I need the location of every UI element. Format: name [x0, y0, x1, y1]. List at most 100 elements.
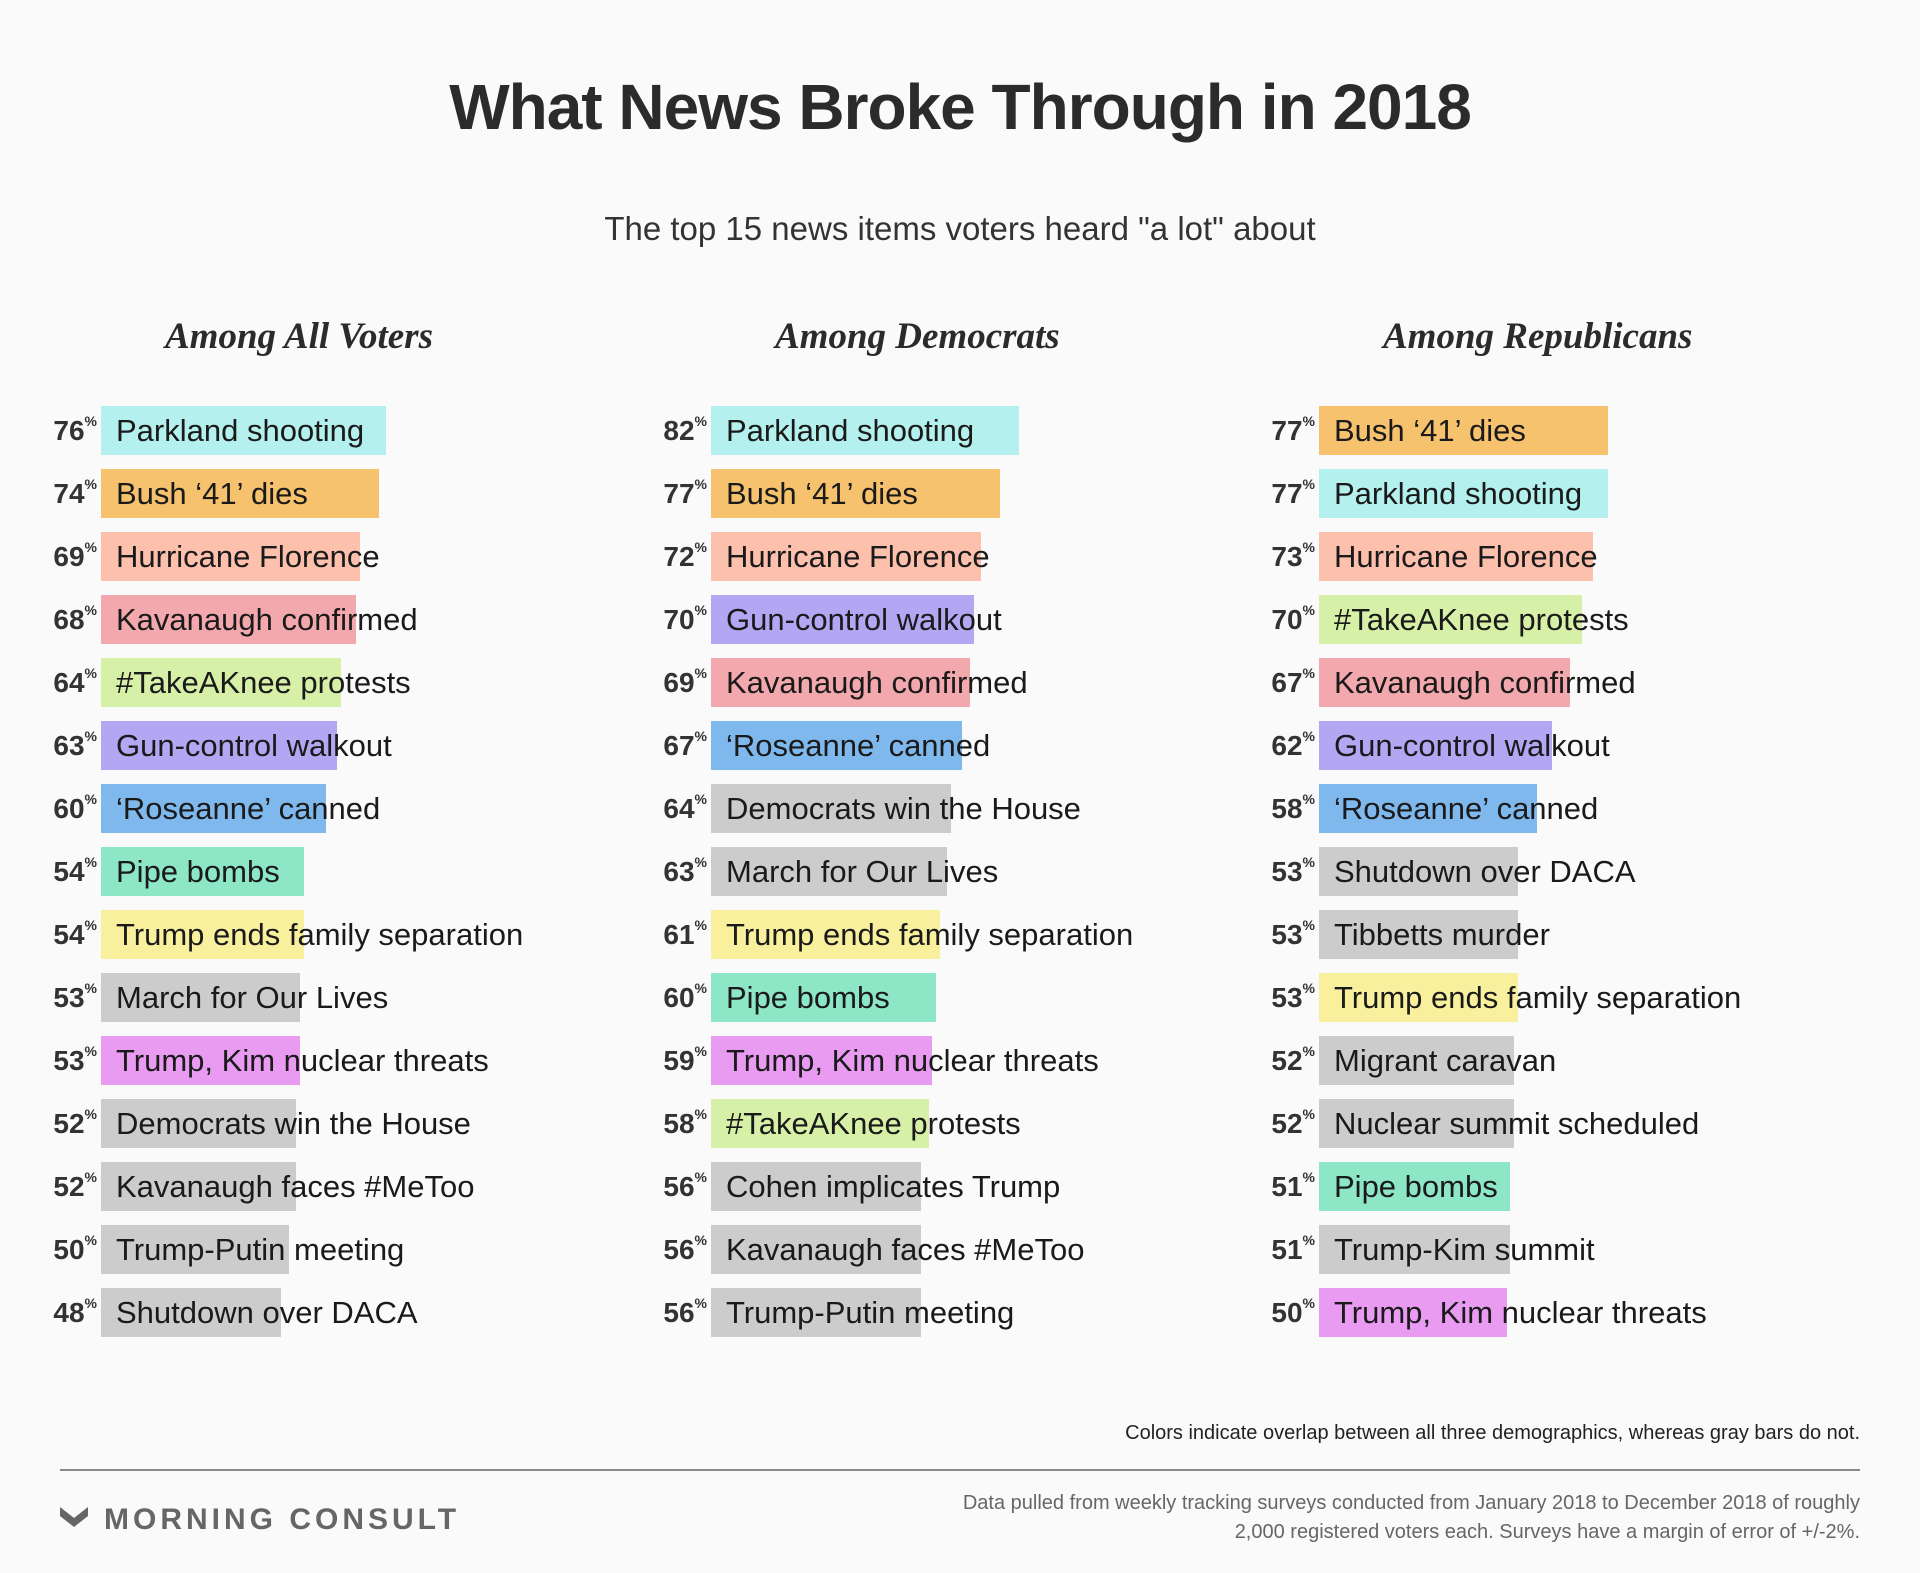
bar — [101, 721, 337, 770]
value-label: 54% — [53, 854, 97, 887]
category-label: Parkland shooting — [726, 413, 975, 448]
category-label: Parkland shooting — [116, 413, 365, 448]
bar-row: 52% Nuclear summit scheduled — [1218, 1099, 1818, 1151]
value-label: 58% — [663, 1106, 707, 1139]
bar-row: 63% Gun-control walkout — [0, 721, 600, 773]
bar — [101, 532, 360, 581]
category-label: Trump-Putin meeting — [116, 1232, 405, 1267]
value-label: 53% — [53, 1043, 97, 1076]
bar — [101, 847, 304, 896]
value-label: 72% — [663, 539, 707, 572]
bar-row: 50% Trump, Kim nuclear threats — [1218, 1288, 1818, 1340]
panel-all-voters: Among All Voters 76% Parkland shooting 74%… — [0, 300, 600, 1360]
bar — [711, 406, 1019, 455]
bar — [101, 1036, 300, 1085]
bar — [1319, 910, 1518, 959]
bar-row: 72% Hurricane Florence — [610, 532, 1210, 584]
category-label: Kavanaugh confirmed — [726, 665, 1028, 700]
category-label: Pipe bombs — [1334, 1169, 1498, 1204]
bar — [101, 406, 386, 455]
value-label: 56% — [663, 1232, 707, 1265]
bar — [101, 595, 356, 644]
bar-row: 56% Cohen implicates Trump — [610, 1162, 1210, 1214]
category-label: Bush ‘41’ dies — [116, 476, 308, 511]
value-label: 59% — [663, 1043, 707, 1076]
category-label: Gun-control walkout — [1334, 728, 1610, 763]
bar — [711, 1288, 921, 1337]
bar — [711, 721, 962, 770]
value-label: 51% — [1271, 1169, 1315, 1202]
category-label: Kavanaugh confirmed — [1334, 665, 1636, 700]
bar — [1319, 784, 1537, 833]
category-label: Pipe bombs — [726, 980, 890, 1015]
value-label: 52% — [53, 1169, 97, 1202]
bar-row: 56% Trump-Putin meeting — [610, 1288, 1210, 1340]
morning-consult-logo-icon — [60, 1507, 88, 1527]
bar — [711, 784, 951, 833]
value-label: 58% — [1271, 791, 1315, 824]
brand-name: MORNING CONSULT — [104, 1503, 461, 1536]
category-label: Kavanaugh confirmed — [116, 602, 418, 637]
bar — [1319, 406, 1608, 455]
category-label: Democrats win the House — [726, 791, 1081, 826]
category-label: Hurricane Florence — [726, 539, 990, 574]
bar-row: 52% Democrats win the House — [0, 1099, 600, 1151]
value-label: 74% — [53, 476, 97, 509]
value-label: 77% — [1271, 413, 1315, 446]
category-label: Parkland shooting — [1334, 476, 1583, 511]
category-label: Gun-control walkout — [116, 728, 392, 763]
value-label: 62% — [1271, 728, 1315, 761]
value-label: 53% — [1271, 917, 1315, 950]
value-label: 60% — [663, 980, 707, 1013]
value-label: 70% — [1271, 602, 1315, 635]
bar — [711, 847, 947, 896]
category-label: Tibbetts murder — [1334, 917, 1550, 952]
category-label: Democrats win the House — [116, 1106, 471, 1141]
bar-row: 52% Kavanaugh faces #MeToo — [0, 1162, 600, 1214]
value-label: 69% — [663, 665, 707, 698]
bar — [101, 973, 300, 1022]
bar — [1319, 1162, 1510, 1211]
bar-row: 60% Pipe bombs — [610, 973, 1210, 1025]
value-label: 82% — [663, 413, 707, 446]
bar-row: 69% Hurricane Florence — [0, 532, 600, 584]
value-label: 53% — [1271, 980, 1315, 1013]
category-label: Trump ends family separation — [116, 917, 524, 952]
bar-row: 62% Gun-control walkout — [1218, 721, 1818, 773]
panel-title: Among All Voters — [165, 316, 433, 357]
bar — [101, 469, 379, 518]
category-label: Pipe bombs — [116, 854, 280, 889]
bar — [711, 595, 974, 644]
value-label: 61% — [663, 917, 707, 950]
value-label: 67% — [663, 728, 707, 761]
value-label: 60% — [53, 791, 97, 824]
value-label: 63% — [53, 728, 97, 761]
bar-row: 73% Hurricane Florence — [1218, 532, 1818, 584]
bar — [711, 973, 936, 1022]
bar-row: 56% Kavanaugh faces #MeToo — [610, 1225, 1210, 1277]
value-label: 52% — [1271, 1106, 1315, 1139]
bar-row: 58% #TakeAKnee protests — [610, 1099, 1210, 1151]
category-label: Trump, Kim nuclear threats — [116, 1043, 489, 1078]
bar — [711, 1099, 929, 1148]
value-label: 52% — [53, 1106, 97, 1139]
bar-row: 59% Trump, Kim nuclear threats — [610, 1036, 1210, 1088]
bar — [101, 1225, 289, 1274]
bar — [711, 1162, 921, 1211]
bar — [1319, 469, 1608, 518]
category-label: Nuclear summit scheduled — [1334, 1106, 1700, 1141]
bar-row: 67% ‘Roseanne’ canned — [610, 721, 1210, 773]
value-label: 53% — [1271, 854, 1315, 887]
bar-row: 67% Kavanaugh confirmed — [1218, 658, 1818, 710]
bar — [711, 532, 981, 581]
value-label: 73% — [1271, 539, 1315, 572]
bar-row: 54% Trump ends family separation — [0, 910, 600, 962]
category-label: #TakeAKnee protests — [726, 1106, 1021, 1141]
panel-republicans: Among Republicans 77% Bush ‘41’ dies 77% Pa… — [1218, 300, 1818, 1360]
value-label: 63% — [663, 854, 707, 887]
category-label: #TakeAKnee protests — [1334, 602, 1629, 637]
bar-row: 50% Trump-Putin meeting — [0, 1225, 600, 1277]
value-label: 70% — [663, 602, 707, 635]
source-note: Data pulled from weekly tracking surveys… — [962, 1492, 1860, 1543]
category-label: Bush ‘41’ dies — [1334, 413, 1526, 448]
